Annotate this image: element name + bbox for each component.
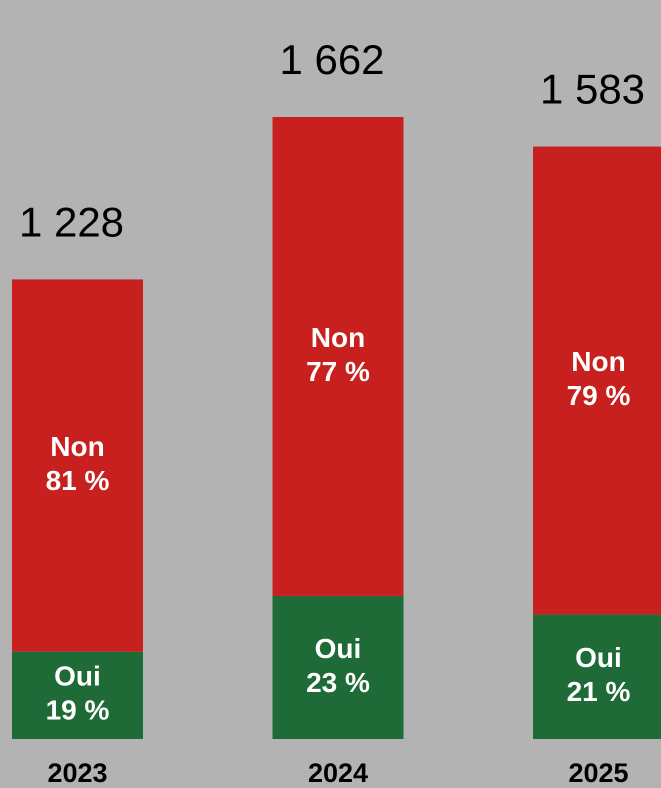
bar-segment — [533, 146, 661, 615]
bar-segment — [272, 117, 404, 596]
segment-name: Oui — [54, 661, 101, 692]
bar-segment — [12, 651, 143, 739]
segment-name: Non — [50, 431, 104, 462]
segment-name: Non — [571, 346, 625, 377]
segment-value-label: 81 % — [46, 465, 110, 496]
x-tick-label: 2025 — [568, 758, 628, 788]
bar-segment — [272, 595, 404, 739]
segment-value-label: 19 % — [46, 695, 110, 726]
segment-name: Non — [311, 322, 365, 353]
bar-segment — [12, 279, 143, 652]
segment-name: Oui — [575, 642, 622, 673]
segment-value-label: 77 % — [306, 356, 370, 387]
total-label: 1 583 — [540, 66, 645, 113]
segment-value-label: 23 % — [306, 667, 370, 698]
x-tick-label: 2023 — [47, 758, 107, 788]
x-tick-label: 2024 — [308, 758, 368, 788]
total-label: 1 228 — [19, 199, 124, 246]
total-label: 1 662 — [279, 36, 384, 83]
segment-value-label: 21 % — [567, 676, 631, 707]
segment-name: Oui — [315, 633, 362, 664]
bar-segment — [533, 614, 661, 739]
segment-value-label: 79 % — [567, 380, 631, 411]
